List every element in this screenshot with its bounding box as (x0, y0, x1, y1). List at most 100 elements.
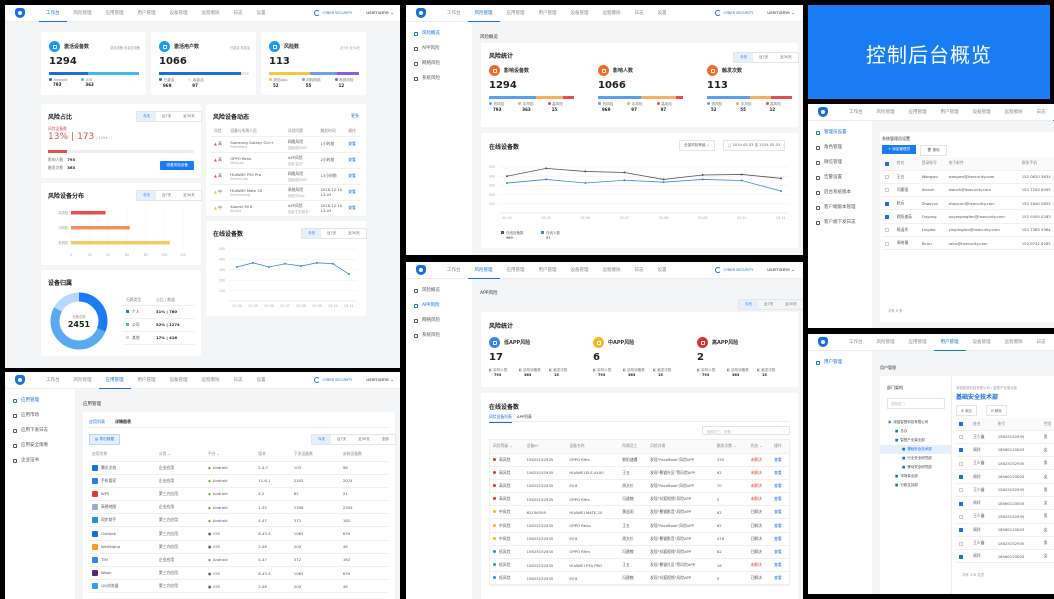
nav-tab[interactable]: 风险管理 (876, 339, 895, 345)
sidebar-item[interactable]: 后台系统版本 (808, 185, 872, 200)
nav-tab[interactable]: 日志 (233, 10, 243, 16)
nav-tab[interactable]: 工作台 (447, 10, 461, 16)
nav-tab[interactable]: 日志 (233, 377, 243, 383)
list-tab[interactable]: APP列表 (517, 414, 532, 419)
sidebar-item[interactable]: 系统风险 (406, 71, 472, 86)
range-tab[interactable]: 近30天 (358, 437, 370, 441)
nav-tab[interactable]: 用户管理 (538, 267, 557, 273)
tree-node[interactable]: ■ 智慧产业事业部 (880, 436, 951, 445)
view-link[interactable]: 查看 (348, 157, 356, 162)
sidebar-item[interactable]: 企业证书 (5, 453, 75, 468)
sidebar-item[interactable]: APP风险 (406, 298, 472, 313)
range-tab[interactable]: 近30天 (348, 231, 360, 235)
range-tab[interactable]: 今天 (734, 53, 753, 62)
department-search-input[interactable]: 搜索部门 (887, 398, 945, 409)
nav-tab[interactable]: 设备管理 (169, 377, 188, 383)
nav-tab[interactable]: 远程擦除 (1004, 109, 1023, 115)
tree-node[interactable]: ■ 基础安全技术部 (880, 445, 951, 454)
range-tab[interactable]: 今天 (137, 112, 156, 121)
view-link[interactable]: 查看 (774, 496, 782, 502)
nav-tab[interactable]: 设置 (256, 10, 266, 16)
nav-tab[interactable]: 日志 (1036, 109, 1046, 115)
nav-tab[interactable]: 日志 (1036, 339, 1046, 345)
list-tab[interactable]: 风险设备列表 (489, 414, 512, 423)
nav-tab[interactable]: 风险管理 (467, 262, 500, 279)
tree-node[interactable]: ■ 行政支持部 (880, 481, 951, 490)
nav-tab[interactable]: 设置 (657, 10, 667, 16)
more-link[interactable]: 更多 (351, 113, 359, 118)
nav-tab[interactable]: 设备管理 (169, 10, 188, 16)
date-range-picker[interactable]: ▢ 2019-05-03 至 2019-05-03 (723, 140, 786, 151)
nav-tab[interactable]: 应用管理 (908, 109, 927, 115)
nav-tab[interactable]: 风险管理 (876, 109, 895, 115)
nav-tab[interactable]: 远程擦除 (1004, 339, 1023, 345)
add-admin-button[interactable]: + 添加管理员 (882, 145, 917, 154)
sidebar-item[interactable]: 网络风险 (406, 313, 472, 328)
user-menu[interactable]: username ⌄ (366, 377, 394, 383)
sidebar-item[interactable]: 应用管理 (5, 393, 75, 408)
row-checkbox[interactable] (959, 554, 963, 559)
range-tab[interactable]: 今天 (137, 191, 156, 200)
nav-tab[interactable]: 用户管理 (933, 334, 966, 351)
view-link[interactable]: 查看 (774, 482, 782, 488)
sidebar-item[interactable]: 角色管理 (808, 140, 872, 155)
sidebar-item[interactable]: 客户端版本管理 (808, 200, 872, 215)
sidebar-item[interactable]: 用户管理 (808, 355, 872, 370)
row-checkbox[interactable] (959, 475, 963, 480)
nav-tab[interactable]: 应用管理 (908, 339, 927, 345)
nav-tab[interactable]: 设置 (657, 267, 667, 273)
range-tab[interactable]: 今天 (302, 229, 321, 238)
risk-level-select[interactable]: 全部风险等级 ⌄ (679, 140, 715, 151)
add-member-button[interactable]: ⊞ 添加 (956, 405, 977, 416)
range-tab[interactable]: 近7天 (337, 437, 347, 441)
nav-tab[interactable]: 远程擦除 (201, 10, 220, 16)
nav-tab[interactable]: 设备管理 (570, 267, 589, 273)
sidebar-item[interactable]: 管理员设置 (808, 125, 872, 140)
sidebar-item[interactable]: 客户端下发日志 (808, 215, 872, 230)
view-link[interactable]: 查看 (774, 548, 782, 554)
row-checkbox[interactable] (959, 461, 963, 466)
view-risk-devices-button[interactable]: 查看风险设备 (160, 161, 194, 170)
sidebar-item[interactable]: 风险概览 (406, 26, 472, 41)
row-checkbox[interactable] (885, 228, 889, 233)
range-tab[interactable]: 近7天 (162, 114, 172, 118)
nav-tab[interactable]: 设置 (1052, 104, 1054, 121)
nav-tab[interactable]: 远程擦除 (201, 377, 220, 383)
view-link[interactable]: 查看 (774, 522, 782, 528)
nav-tab[interactable]: 工作台 (849, 109, 863, 115)
view-link[interactable]: 查看 (348, 141, 356, 146)
nav-tab[interactable]: 用户管理 (137, 10, 156, 16)
nav-tab[interactable]: 应用管理 (506, 10, 525, 16)
range-tab[interactable]: 近7天 (764, 302, 774, 306)
nav-tab[interactable]: 远程擦除 (602, 10, 621, 16)
view-link[interactable]: 查看 (774, 535, 782, 541)
tree-node[interactable]: ■ 行业安全研究部 (880, 454, 951, 463)
content-tab[interactable]: 详情图表 (115, 419, 131, 424)
nav-tab[interactable]: 远程擦除 (602, 267, 621, 273)
search-input[interactable]: 搜索员工、设备 ⌕ (702, 426, 790, 435)
nav-tab[interactable]: 设备管理 (570, 10, 589, 16)
tree-node[interactable]: ▣ 深蓝智慧科技有限公司 (880, 418, 951, 427)
nav-tab[interactable]: 应用管理 (506, 267, 525, 273)
row-checkbox[interactable] (959, 488, 963, 493)
range-tab[interactable]: 今天 (312, 435, 331, 444)
user-menu[interactable]: username ⌄ (767, 10, 795, 16)
sidebar-item[interactable]: 网络风险 (406, 56, 472, 71)
nav-tab[interactable]: 日志 (634, 10, 644, 16)
tree-node[interactable]: ■ 移动安全研究部 (880, 463, 951, 472)
sidebar-item[interactable]: 应用市场 (5, 408, 75, 423)
export-data-button[interactable]: ▤ 导出数据 (89, 434, 120, 445)
range-tab[interactable]: 近30天 (183, 193, 195, 197)
sidebar-item[interactable]: 告警设置 (808, 170, 872, 185)
nav-tab[interactable]: 风险管理 (467, 5, 500, 22)
nav-tab[interactable]: 用户管理 (137, 377, 156, 383)
sidebar-item[interactable]: 风险概览 (406, 283, 472, 298)
view-link[interactable]: 查看 (348, 173, 356, 178)
select-all-checkbox[interactable] (885, 161, 889, 166)
delete-button[interactable]: 🗑 删除 (920, 145, 947, 156)
row-checkbox[interactable] (959, 528, 963, 533)
sidebar-item[interactable]: 应用下发日志 (5, 423, 75, 438)
nav-tab[interactable]: 工作台 (39, 5, 67, 22)
row-checkbox[interactable] (959, 541, 963, 546)
nav-tab[interactable]: 风险管理 (73, 10, 92, 16)
